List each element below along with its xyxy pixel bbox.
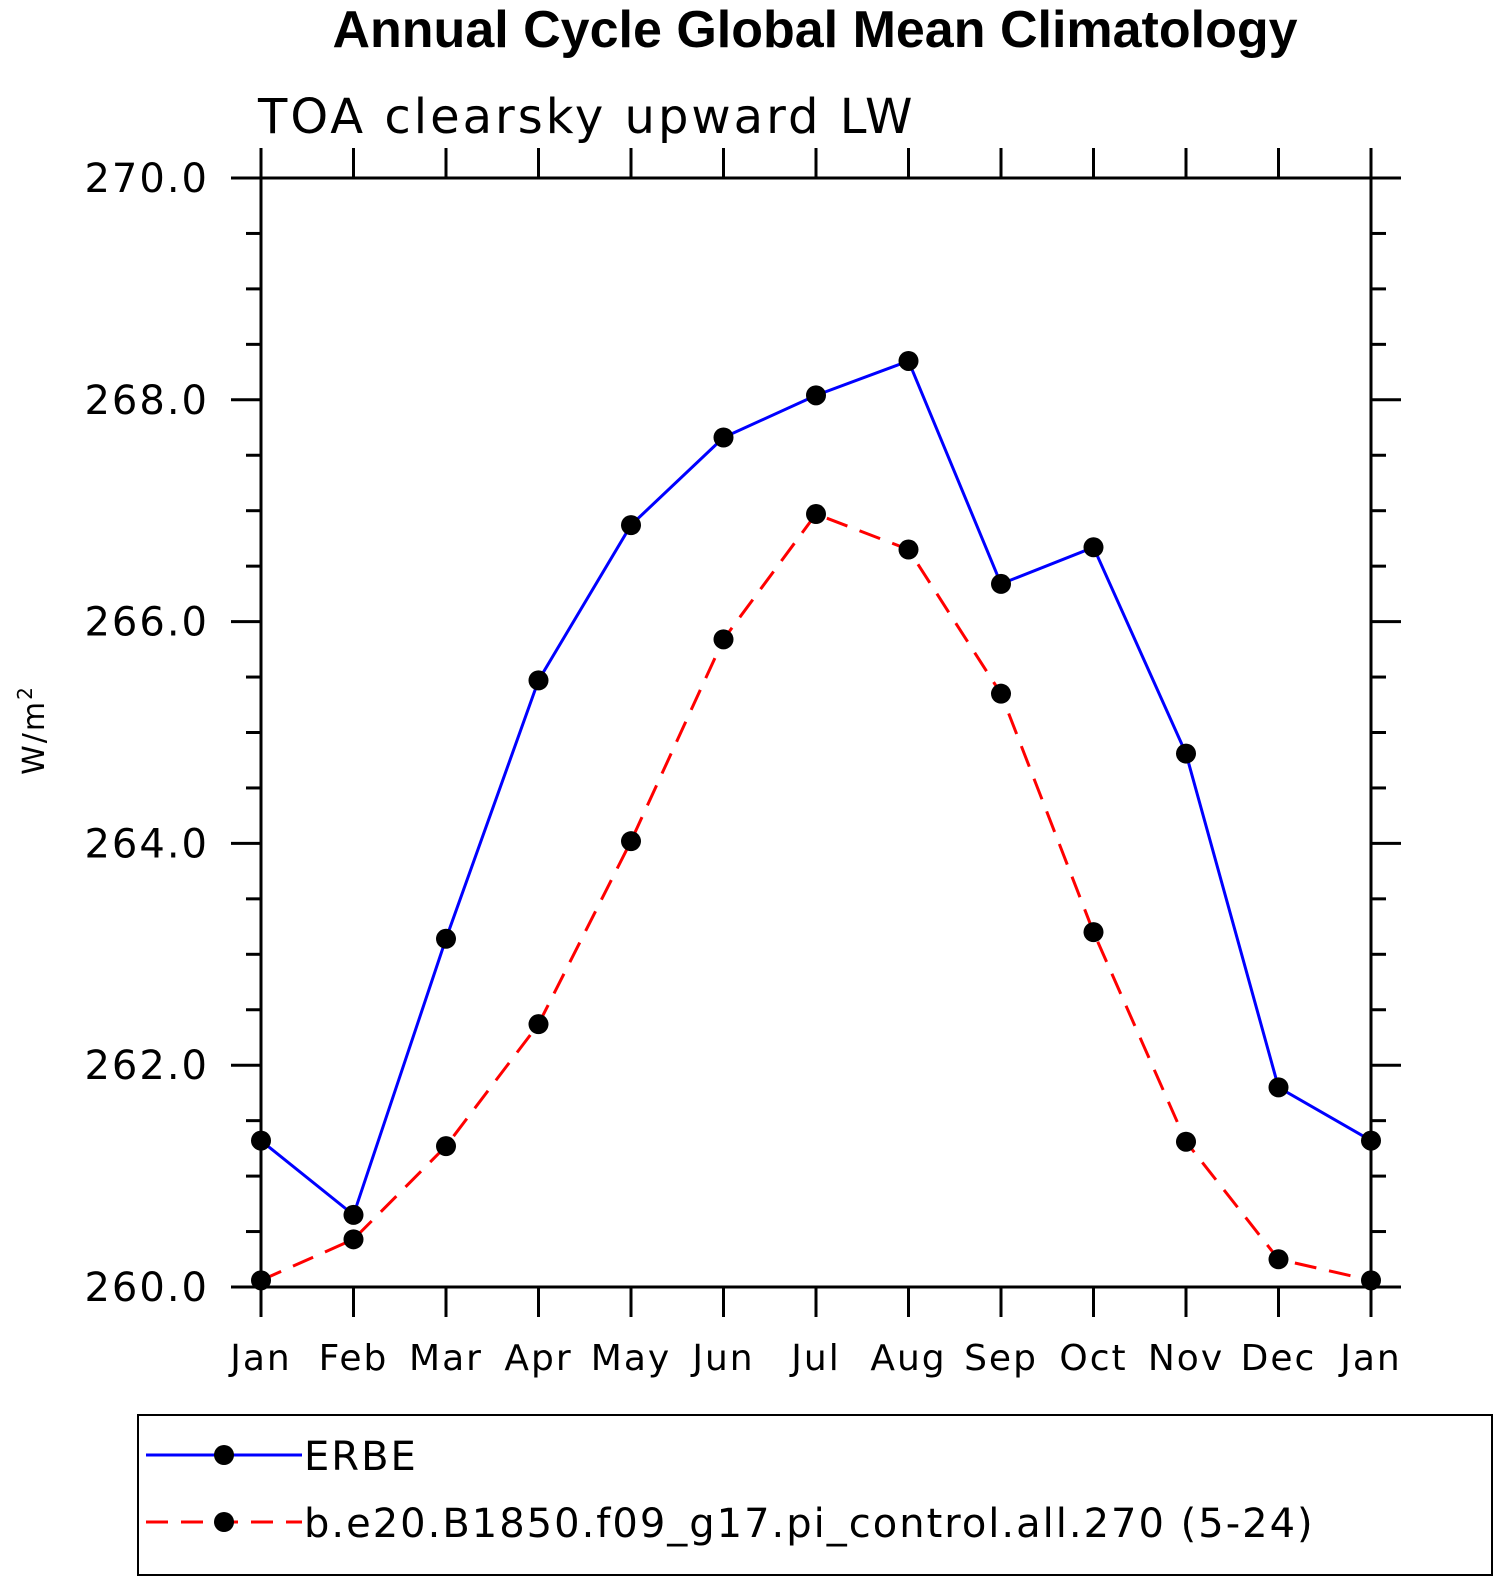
y-tick-label: 266.0 — [84, 600, 209, 646]
y-axis-label: W/m2 — [13, 685, 52, 775]
x-tick-label: Dec — [1241, 1338, 1317, 1379]
chart-subtitle: TOA clearsky upward LW — [257, 89, 916, 145]
x-tick-label: Sep — [964, 1338, 1038, 1379]
legend-marker — [214, 1445, 234, 1465]
data-point — [621, 515, 641, 536]
series-line — [260, 512, 1372, 1282]
y-axis-label-superscript: 2 — [13, 685, 37, 700]
data-point — [898, 539, 919, 560]
data-point — [713, 427, 734, 448]
data-point — [1268, 1077, 1289, 1098]
y-tick-label: 268.0 — [84, 378, 209, 424]
series-2 — [251, 504, 1381, 1291]
legend-label: ERBE — [304, 1434, 418, 1480]
x-tick-label: Nov — [1148, 1338, 1224, 1379]
axis-ticks — [231, 148, 1401, 1317]
data-point — [1268, 1249, 1289, 1270]
y-tick-labels: 260.0 262.0 264.0 266.0 268.0 270.0 — [84, 156, 209, 1311]
x-tick-label: Oct — [1059, 1338, 1127, 1379]
x-tick-label: May — [591, 1338, 671, 1379]
data-point — [343, 1229, 364, 1250]
y-tick-label: 270.0 — [84, 156, 209, 202]
series-line — [260, 359, 1372, 1218]
x-tick-label: Jan — [228, 1338, 292, 1379]
data-point — [991, 573, 1011, 594]
data-point — [436, 1136, 456, 1157]
x-tick-labels: Jan Feb Mar Apr May Jun Jul Aug Sep Oct Nov Dec Jan — [228, 1338, 1402, 1379]
data-point — [621, 831, 641, 852]
x-tick-label: Feb — [319, 1338, 389, 1379]
y-tick-label: 260.0 — [84, 1265, 209, 1311]
x-tick-label: Jul — [789, 1338, 840, 1379]
data-point — [991, 683, 1011, 704]
data-point — [806, 385, 826, 406]
data-point — [1083, 537, 1104, 558]
x-tick-label: Aug — [870, 1338, 946, 1379]
y-tick-label: 262.0 — [84, 1043, 209, 1089]
legend-label: b.e20.B1850.f09_g17.pi_control.all.270 (… — [304, 1501, 1315, 1547]
data-point — [528, 1014, 549, 1035]
data-point — [1176, 1131, 1196, 1152]
legend-marker — [214, 1512, 234, 1532]
plot-frame — [259, 176, 1373, 1289]
data-point — [898, 350, 919, 371]
x-tick-label: Apr — [504, 1338, 572, 1379]
data-point — [1176, 743, 1196, 764]
x-tick-label: Mar — [409, 1338, 483, 1379]
y-axis-label-unit: W/m — [17, 700, 52, 775]
legend: ERBE b.e20.B1850.f09_g17.pi_control.all.2… — [146, 1434, 1315, 1547]
data-point — [528, 670, 549, 691]
series-layer — [251, 350, 1381, 1291]
series-1 — [251, 350, 1381, 1225]
data-point — [1083, 922, 1104, 943]
data-point — [436, 928, 456, 949]
x-tick-label: Jun — [690, 1338, 754, 1379]
y-tick-label: 264.0 — [84, 821, 209, 867]
data-point — [343, 1204, 364, 1225]
data-point — [713, 629, 734, 650]
x-tick-label: Jan — [1338, 1338, 1402, 1379]
chart-title: Annual Cycle Global Mean Climatology — [332, 1, 1297, 59]
legend-box — [137, 1414, 1493, 1576]
data-point — [806, 504, 826, 525]
